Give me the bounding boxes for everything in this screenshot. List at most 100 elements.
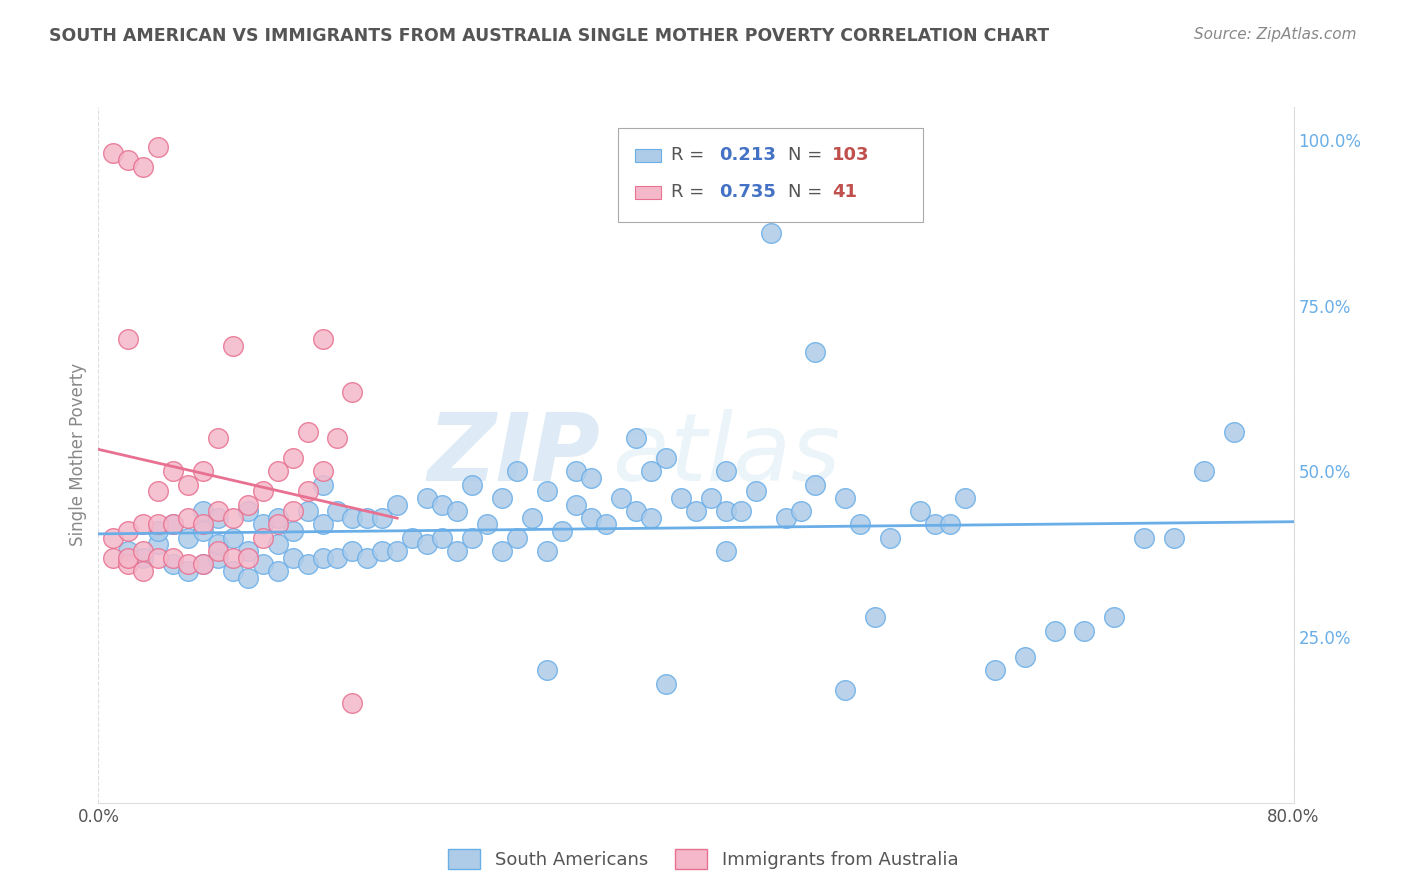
Point [177,564,200,578]
Point [267,511,290,525]
Point [536,663,558,677]
Legend: South Americans, Immigrants from Australia: South Americans, Immigrants from Austral… [439,839,967,879]
Text: Source: ZipAtlas.com: Source: ZipAtlas.com [1194,27,1357,42]
Point [326,504,349,518]
Point [430,498,453,512]
Point [655,676,678,690]
Point [879,531,901,545]
Text: ZIP: ZIP [427,409,600,501]
Point [491,491,513,505]
Point [236,544,259,558]
Point [281,550,304,565]
Point [252,558,274,572]
Point [311,517,333,532]
Point [461,531,484,545]
Point [1163,531,1185,545]
Point [356,511,378,525]
Point [236,504,259,518]
Point [342,511,364,525]
Point [356,550,378,565]
Point [148,537,170,551]
Point [326,431,349,445]
Point [191,558,214,572]
Point [834,683,856,698]
Point [1104,610,1126,624]
Point [745,484,768,499]
Point [1133,531,1156,545]
Point [207,544,229,558]
Point [714,544,737,558]
Point [461,477,484,491]
Point [759,226,782,240]
Point [714,504,737,518]
Point [207,537,229,551]
Point [222,550,245,565]
Point [177,477,200,491]
Point [430,531,453,545]
Point [252,517,274,532]
Point [416,537,439,551]
Point [222,338,245,352]
Text: SOUTH AMERICAN VS IMMIGRANTS FROM AUSTRALIA SINGLE MOTHER POVERTY CORRELATION CH: SOUTH AMERICAN VS IMMIGRANTS FROM AUSTRA… [49,27,1049,45]
Point [148,550,170,565]
Point [148,484,170,499]
Point [342,544,364,558]
Point [446,544,468,558]
Point [162,465,184,479]
Point [371,511,394,525]
Point [536,544,558,558]
Text: 0.213: 0.213 [718,146,776,164]
Point [236,550,259,565]
Point [1043,624,1066,638]
Point [371,544,394,558]
Point [236,498,259,512]
Point [281,451,304,466]
Point [669,491,692,505]
Point [281,504,304,518]
Text: R =: R = [671,146,710,164]
Point [297,558,319,572]
Point [162,517,184,532]
Point [207,550,229,565]
Point [222,531,245,545]
FancyBboxPatch shape [636,150,661,162]
Text: atlas: atlas [613,409,841,500]
Point [222,564,245,578]
Text: 41: 41 [832,183,858,201]
Point [297,504,319,518]
Point [103,550,125,565]
Point [162,517,184,532]
Point [103,531,125,545]
Point [207,504,229,518]
Point [849,517,872,532]
Point [191,465,214,479]
Point [177,511,200,525]
Point [117,332,139,346]
Point [311,332,333,346]
Point [610,491,633,505]
Point [565,465,588,479]
Point [326,550,349,565]
Point [311,465,333,479]
Point [148,517,170,532]
Point [207,431,229,445]
Point [267,537,290,551]
Point [536,484,558,499]
Point [342,697,364,711]
Point [117,558,139,572]
Text: 0.735: 0.735 [718,183,776,201]
Text: N =: N = [787,183,828,201]
Point [177,558,200,572]
Point [117,524,139,538]
Point [148,524,170,538]
Point [297,425,319,439]
Point [565,498,588,512]
Point [267,564,290,578]
FancyBboxPatch shape [636,186,661,199]
Point [162,558,184,572]
Point [685,504,707,518]
Point [103,146,125,161]
Point [1192,465,1215,479]
Text: R =: R = [671,183,710,201]
Point [953,491,976,505]
